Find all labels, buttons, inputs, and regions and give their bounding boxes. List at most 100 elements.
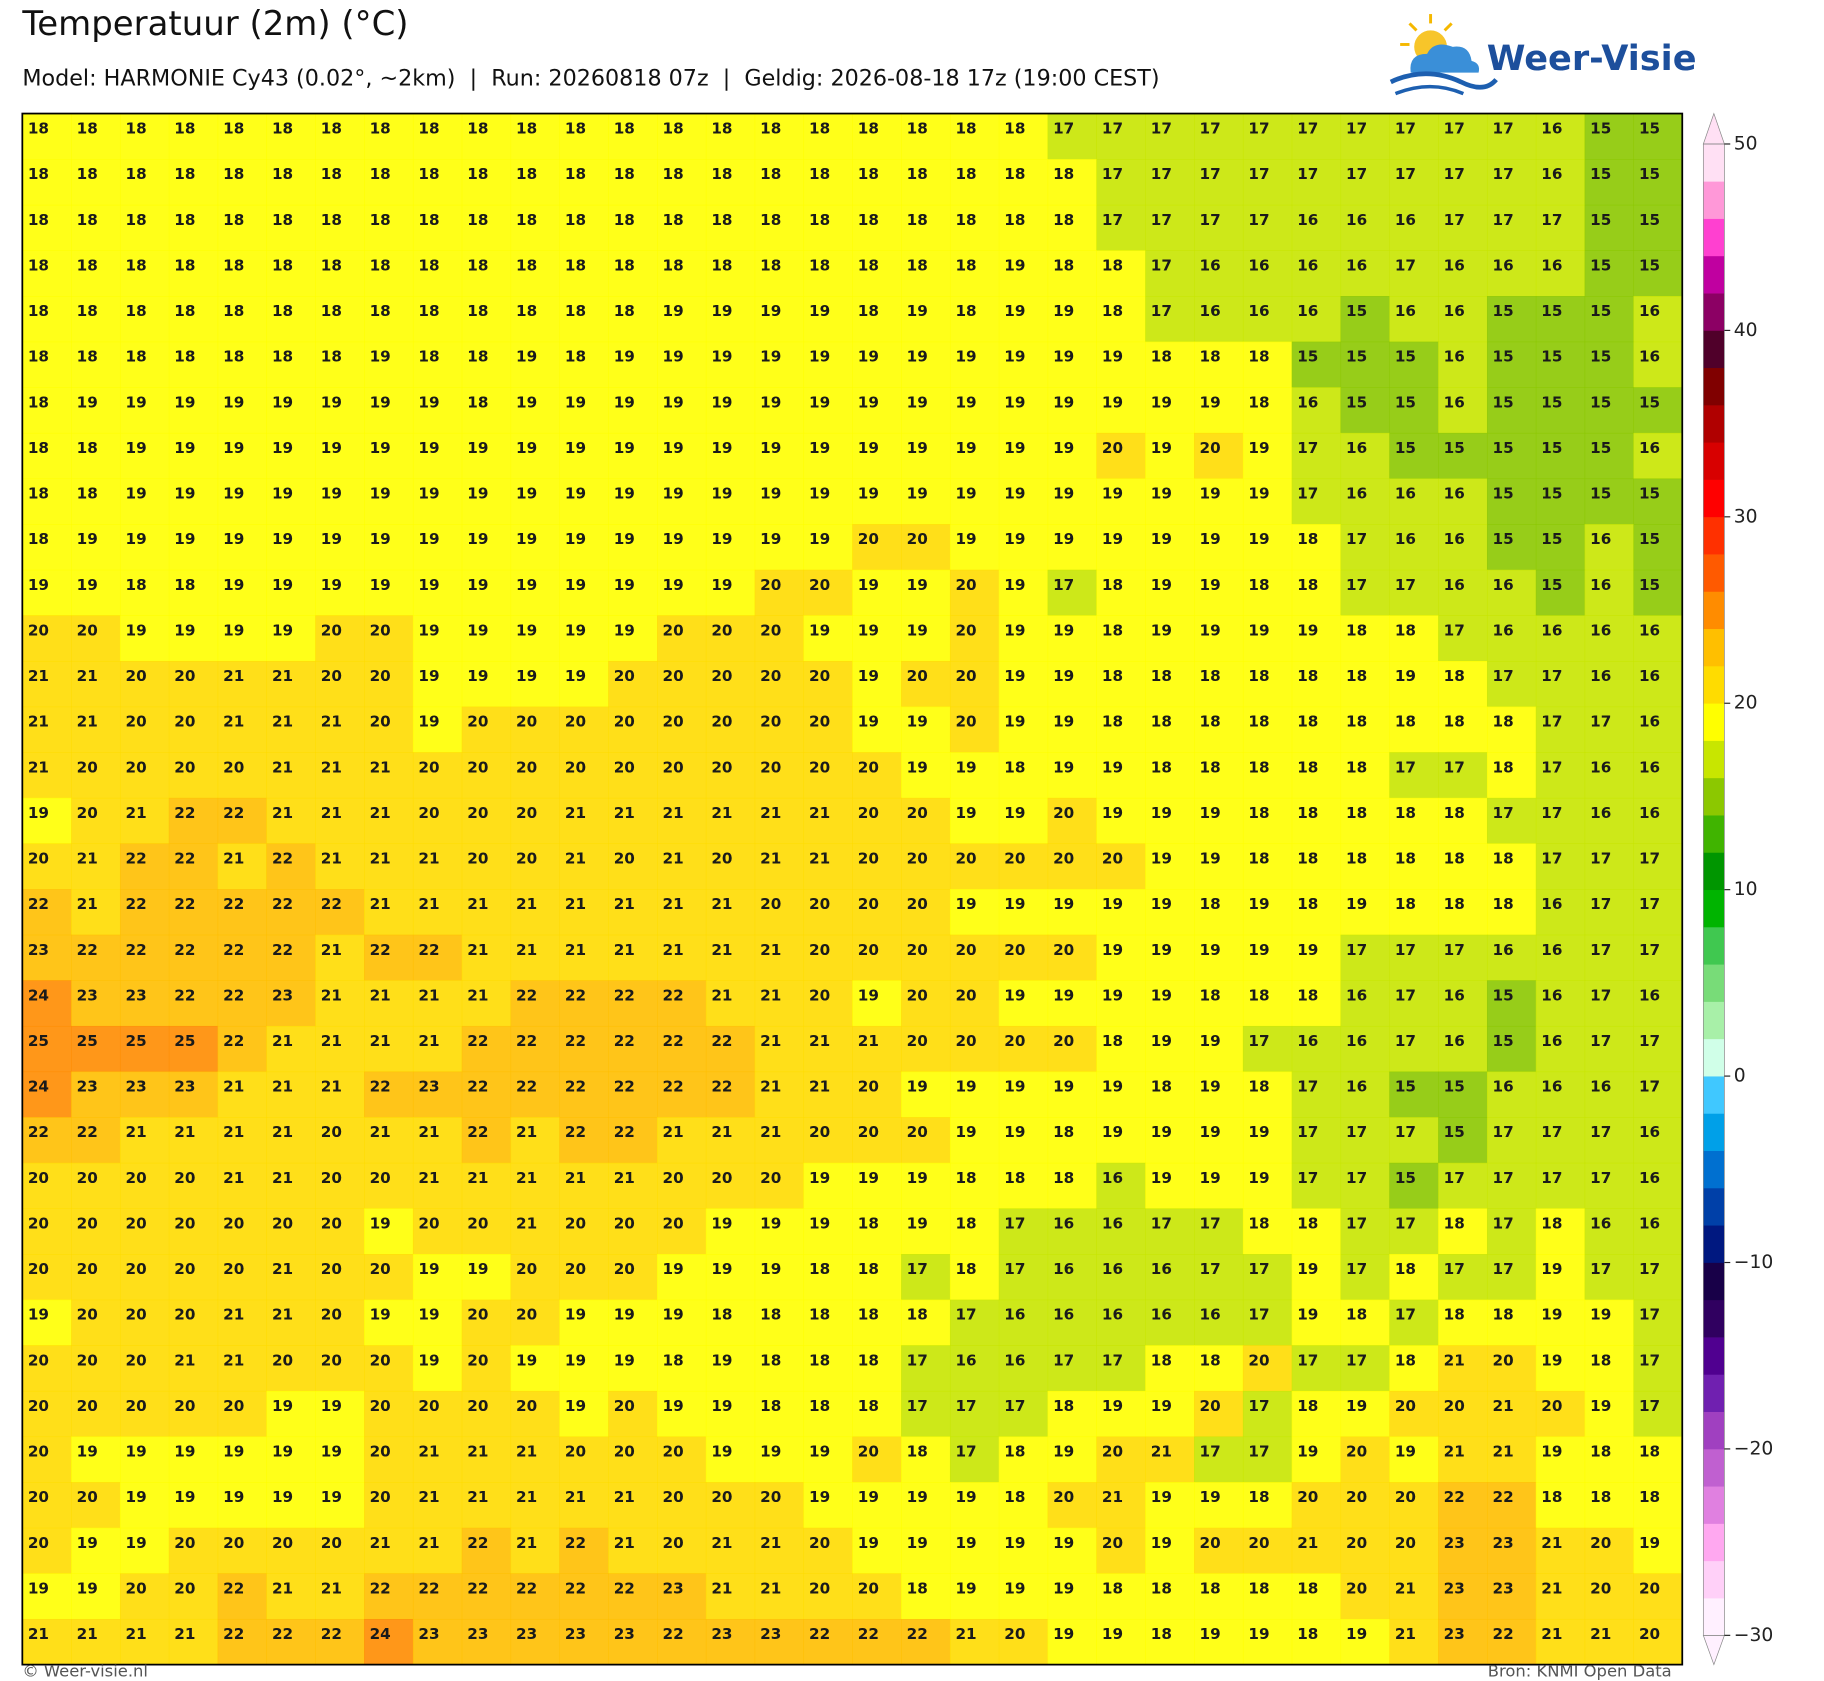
colorbar-segment xyxy=(1703,1076,1725,1114)
temp-cell xyxy=(1291,706,1342,753)
temp-label: 18 xyxy=(1102,1579,1123,1597)
temp-label: 16 xyxy=(1493,941,1514,959)
temp-cell xyxy=(754,478,805,525)
temp-label: 18 xyxy=(1493,895,1514,913)
temp-label: 21 xyxy=(1541,1625,1562,1643)
temp-label: 18 xyxy=(1590,1351,1611,1369)
temp-label: 18 xyxy=(467,120,488,138)
temp-cell xyxy=(803,387,853,434)
temp-cell xyxy=(119,159,170,206)
temp-cell xyxy=(1340,387,1390,434)
temp-cell xyxy=(461,478,512,525)
temp-label: 19 xyxy=(1151,1488,1172,1506)
temp-label: 19 xyxy=(1102,348,1123,366)
temp-label: 19 xyxy=(1346,1625,1367,1643)
temp-label: 21 xyxy=(321,1579,342,1597)
temp-label: 15 xyxy=(1639,485,1660,503)
temp-label: 19 xyxy=(418,530,439,548)
temp-label: 25 xyxy=(174,1032,195,1050)
temp-label: 19 xyxy=(370,530,391,548)
temp-label: 21 xyxy=(1297,1534,1318,1552)
temp-label: 18 xyxy=(1590,1488,1611,1506)
temp-label: 16 xyxy=(1541,120,1562,138)
temp-label: 23 xyxy=(1493,1579,1514,1597)
temp-label: 18 xyxy=(272,165,293,183)
temp-cell xyxy=(1096,706,1146,753)
temp-label: 19 xyxy=(711,1214,732,1232)
temp-cell xyxy=(1633,159,1683,206)
temp-cell xyxy=(1047,843,1097,890)
temp-label: 20 xyxy=(907,895,928,913)
temp-label: 16 xyxy=(1493,256,1514,274)
temp-cell xyxy=(1096,204,1146,251)
temp-label: 17 xyxy=(1151,211,1172,229)
temp-label: 19 xyxy=(907,302,928,320)
temp-label: 19 xyxy=(711,439,732,457)
temp-label: 20 xyxy=(663,667,684,685)
temp-label: 20 xyxy=(467,713,488,731)
temp-label: 16 xyxy=(1346,211,1367,229)
temp-label: 20 xyxy=(28,1260,49,1278)
temp-label: 18 xyxy=(858,1260,879,1278)
temp-cell xyxy=(364,569,414,616)
temp-label: 18 xyxy=(1053,1397,1074,1415)
temp-cell xyxy=(559,113,609,160)
temp-cell xyxy=(1096,341,1146,388)
temp-cell xyxy=(1438,387,1488,434)
temp-label: 21 xyxy=(516,1443,537,1461)
temp-label: 19 xyxy=(858,393,879,411)
temp-label: 19 xyxy=(1102,758,1123,776)
temp-cell xyxy=(1584,250,1635,297)
temp-label: 19 xyxy=(28,804,49,822)
temp-label: 16 xyxy=(1053,1260,1074,1278)
temp-label: 18 xyxy=(1248,667,1269,685)
temp-label: 16 xyxy=(1639,1169,1660,1187)
temp-label: 21 xyxy=(711,1123,732,1141)
temp-label: 17 xyxy=(1297,1078,1318,1096)
temp-label: 15 xyxy=(1395,439,1416,457)
temp-cell xyxy=(1242,752,1293,799)
temp-label: 21 xyxy=(614,1534,635,1552)
temp-cell xyxy=(461,569,512,616)
temp-cell xyxy=(998,797,1049,845)
temp-label: 19 xyxy=(663,1260,684,1278)
temp-label: 20 xyxy=(858,895,879,913)
temp-label: 21 xyxy=(321,804,342,822)
temp-label: 17 xyxy=(1590,1123,1611,1141)
temp-label: 20 xyxy=(1639,1625,1660,1643)
temp-label: 19 xyxy=(174,485,195,503)
temp-cell xyxy=(901,341,951,388)
temp-label: 21 xyxy=(1541,1579,1562,1597)
temp-label: 19 xyxy=(858,485,879,503)
temp-cell xyxy=(608,752,658,799)
temp-cell xyxy=(998,706,1049,753)
temp-label: 19 xyxy=(223,439,244,457)
temp-label: 19 xyxy=(907,348,928,366)
temp-label: 17 xyxy=(1395,576,1416,594)
colorbar-segment xyxy=(1703,1187,1725,1226)
temp-cell xyxy=(71,478,121,525)
temp-cell xyxy=(266,752,316,799)
temp-cell xyxy=(852,615,902,662)
temp-label: 21 xyxy=(370,804,391,822)
temp-label: 20 xyxy=(614,758,635,776)
temp-cell xyxy=(461,843,512,890)
temp-label: 15 xyxy=(1493,439,1514,457)
temp-label: 19 xyxy=(418,1351,439,1369)
temp-cell xyxy=(1438,159,1488,206)
temp-label: 22 xyxy=(174,850,195,868)
temp-label: 19 xyxy=(1151,941,1172,959)
temp-label: 18 xyxy=(1151,1351,1172,1369)
temp-cell xyxy=(705,341,756,388)
temp-cell xyxy=(1291,843,1342,890)
temp-label: 21 xyxy=(272,804,293,822)
temp-label: 19 xyxy=(1004,804,1025,822)
temp-label: 22 xyxy=(223,941,244,959)
temp-label: 20 xyxy=(126,1306,147,1324)
temp-label: 20 xyxy=(663,1214,684,1232)
temp-label: 15 xyxy=(1541,393,1562,411)
temp-cell xyxy=(754,706,805,753)
temp-cell xyxy=(217,113,268,160)
temp-label: 17 xyxy=(1444,621,1465,639)
temp-cell xyxy=(1486,204,1537,251)
